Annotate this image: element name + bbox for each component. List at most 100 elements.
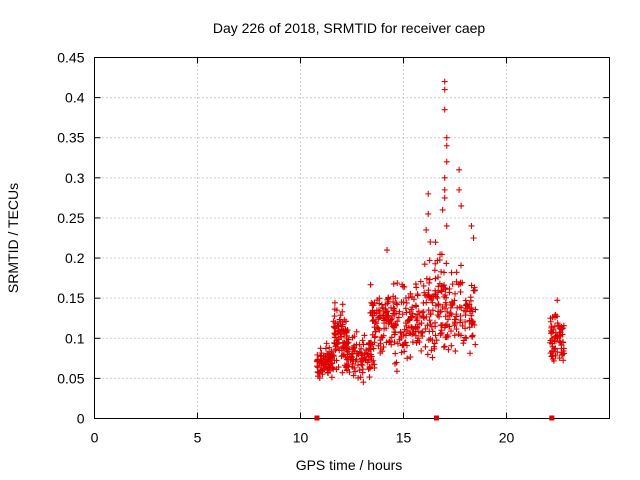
data-point — [361, 332, 368, 339]
data-point — [550, 326, 557, 333]
data-point — [401, 326, 408, 333]
data-point — [399, 311, 406, 318]
data-point — [447, 304, 454, 311]
data-point — [403, 322, 410, 329]
data-point — [332, 347, 339, 354]
data-point — [369, 318, 376, 325]
data-point — [472, 341, 479, 348]
data-point — [435, 274, 442, 281]
data-point — [443, 260, 450, 267]
data-point — [410, 296, 417, 303]
data-point — [470, 235, 477, 241]
data-point — [343, 332, 350, 339]
data-point — [556, 355, 563, 362]
data-point — [435, 302, 442, 309]
data-point — [448, 269, 455, 276]
data-point — [409, 339, 416, 346]
plot-frame — [94, 57, 610, 419]
data-point — [388, 341, 395, 348]
data-point — [441, 293, 448, 300]
data-point — [401, 339, 408, 346]
data-point — [406, 309, 413, 316]
data-point — [448, 328, 455, 335]
data-point — [373, 320, 380, 327]
data-point — [344, 327, 351, 334]
data-point — [382, 306, 389, 313]
data-point — [456, 186, 463, 193]
data-point — [549, 356, 556, 363]
y-tick-label: 0.1 — [65, 330, 85, 346]
data-point — [367, 339, 374, 346]
data-point — [458, 202, 465, 209]
data-point — [468, 312, 475, 319]
data-point — [437, 309, 444, 316]
data-point — [551, 323, 558, 330]
data-point — [327, 361, 334, 368]
x-tick-label: 20 — [499, 430, 515, 446]
x-tick-label: 0 — [91, 430, 99, 446]
data-point — [393, 300, 400, 307]
data-point — [548, 330, 555, 337]
data-point — [547, 337, 554, 344]
data-point — [424, 322, 431, 329]
data-point — [357, 374, 364, 381]
y-tick-label: 0.05 — [57, 370, 84, 386]
data-point — [324, 369, 331, 376]
data-point — [423, 226, 430, 233]
data-point — [383, 314, 390, 321]
data-point — [441, 106, 448, 113]
data-point — [413, 339, 420, 346]
data-point — [412, 302, 419, 309]
data-point — [438, 288, 445, 295]
data-point — [335, 364, 342, 371]
data-point — [560, 357, 567, 364]
data-point — [422, 325, 429, 332]
data-point — [422, 292, 429, 299]
data-point — [387, 317, 394, 324]
data-point — [423, 299, 430, 306]
data-point — [434, 312, 441, 319]
data-point — [318, 359, 325, 366]
data-point — [432, 287, 439, 294]
data-point — [323, 340, 330, 347]
data-point — [548, 340, 555, 347]
data-point — [468, 304, 475, 311]
data-point — [462, 334, 469, 341]
data-point — [466, 324, 473, 331]
data-point — [417, 278, 424, 285]
data-point — [424, 351, 431, 358]
data-point — [403, 299, 410, 306]
data-point — [334, 344, 341, 351]
data-point — [355, 362, 362, 369]
data-point — [468, 333, 475, 340]
data-point — [355, 350, 362, 357]
data-point — [457, 288, 464, 295]
data-point — [443, 222, 450, 229]
data-point — [422, 343, 429, 350]
data-point — [554, 348, 561, 355]
data-point — [355, 374, 362, 381]
data-point — [391, 311, 398, 318]
data-point — [315, 356, 322, 363]
data-point — [443, 301, 450, 308]
data-point — [413, 284, 420, 291]
data-point — [350, 372, 357, 379]
x-axis-label: GPS time / hours — [296, 457, 403, 473]
data-point — [340, 343, 347, 350]
data-point — [462, 297, 469, 304]
data-point — [457, 317, 464, 323]
data-point — [314, 351, 321, 358]
data-point — [332, 331, 339, 338]
data-point — [429, 307, 436, 314]
data-point — [391, 339, 398, 346]
data-point — [452, 320, 459, 327]
data-point — [552, 312, 559, 319]
data-point — [315, 373, 322, 380]
data-point — [443, 134, 450, 141]
data-point — [338, 326, 345, 333]
data-point — [437, 308, 444, 315]
data-point — [439, 206, 446, 213]
data-point — [441, 174, 448, 181]
data-point — [409, 310, 416, 317]
data-point — [426, 279, 433, 286]
